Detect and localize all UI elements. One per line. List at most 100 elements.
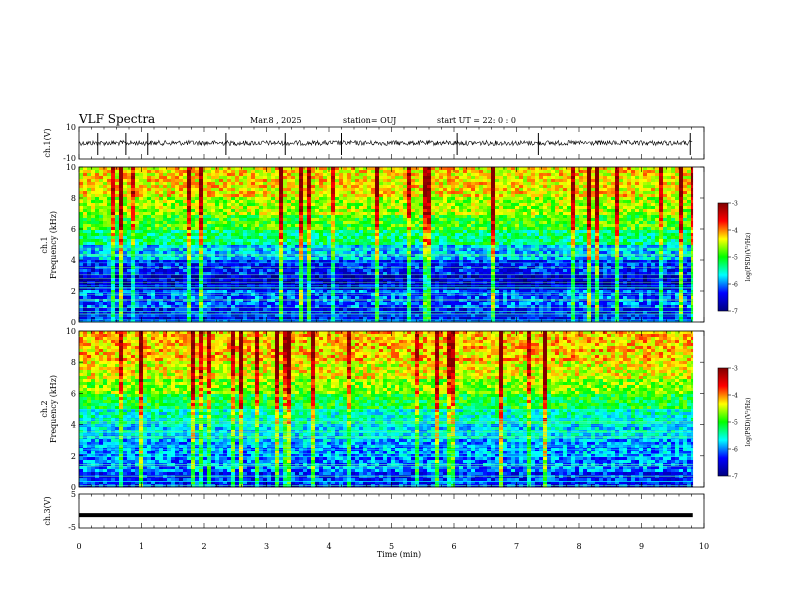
spectrogram-cell bbox=[203, 254, 208, 258]
spectrogram-cell bbox=[95, 230, 100, 234]
spectrogram-cell bbox=[363, 257, 368, 261]
spectrogram-cell bbox=[215, 182, 220, 186]
spectrogram-cell bbox=[247, 236, 252, 240]
spectrogram-cell bbox=[367, 209, 372, 213]
spectrogram-cell bbox=[227, 182, 232, 186]
spectrogram-cell bbox=[311, 287, 316, 291]
spectrogram-cell bbox=[235, 215, 240, 219]
spectrogram-cell bbox=[431, 308, 436, 312]
spectrogram-cell bbox=[251, 239, 256, 243]
spectrogram-cell bbox=[243, 233, 248, 237]
spectrogram-cell bbox=[159, 179, 164, 183]
spectrogram-cell bbox=[407, 203, 412, 207]
spectrogram-cell bbox=[367, 182, 372, 186]
spectrogram-cell bbox=[83, 314, 88, 318]
spectrogram-cell bbox=[151, 203, 156, 207]
spectrogram-cell bbox=[399, 251, 404, 255]
spectrogram-cell bbox=[291, 254, 296, 258]
spectrogram-cell bbox=[299, 170, 304, 174]
spectrogram-cell bbox=[407, 209, 412, 213]
spectrogram-cell bbox=[399, 212, 404, 216]
spectrogram-cell bbox=[227, 170, 232, 174]
spectrogram-cell bbox=[443, 224, 448, 228]
spectrogram-cell bbox=[215, 185, 220, 189]
spectrogram-cell bbox=[303, 182, 308, 186]
spectrogram-cell bbox=[291, 221, 296, 225]
spectrogram-cell bbox=[335, 173, 340, 177]
spectrogram-cell bbox=[347, 311, 352, 315]
spectrogram-cell bbox=[187, 257, 192, 261]
spectrogram-cell bbox=[387, 236, 392, 240]
spectrogram-cell bbox=[255, 173, 260, 177]
spectrogram-cell bbox=[355, 287, 360, 291]
spectrogram-cell bbox=[139, 209, 144, 213]
spectrogram-cell bbox=[123, 176, 128, 180]
spectrogram-cell bbox=[203, 185, 208, 189]
spectrogram-cell bbox=[147, 272, 152, 276]
spectrogram-cell bbox=[327, 269, 332, 273]
spectrogram-cell bbox=[123, 251, 128, 255]
spectrogram-cell bbox=[203, 179, 208, 183]
spectrogram-cell bbox=[383, 203, 388, 207]
spectrogram-cell bbox=[87, 197, 92, 201]
spectrogram-cell bbox=[135, 167, 140, 171]
spectrogram-cell bbox=[419, 266, 424, 270]
spectrogram-cell bbox=[387, 200, 392, 204]
spectrogram-cell bbox=[383, 242, 388, 246]
spectrogram-cell bbox=[383, 209, 388, 213]
spectrogram-cell bbox=[267, 182, 272, 186]
spectrogram-cell bbox=[271, 278, 276, 282]
spectrogram-cell bbox=[415, 197, 420, 201]
spectrogram-cell bbox=[319, 260, 324, 264]
spectrogram-cell bbox=[315, 212, 320, 216]
spectrogram-cell bbox=[303, 269, 308, 273]
spectrogram-cell bbox=[211, 242, 216, 246]
spectrogram-cell bbox=[199, 167, 204, 171]
spectrogram-cell bbox=[287, 245, 292, 249]
spectrogram-cell bbox=[175, 308, 180, 312]
spectrogram-cell bbox=[275, 200, 280, 204]
spectrogram-cell bbox=[339, 311, 344, 315]
spectrogram-cell bbox=[211, 278, 216, 282]
spectrogram-cell bbox=[83, 296, 88, 300]
spectrogram-cell bbox=[223, 263, 228, 267]
spectrogram-cell bbox=[283, 239, 288, 243]
spectrogram-cell bbox=[111, 176, 116, 180]
spectrogram-cell bbox=[327, 311, 332, 315]
spectrogram-cell bbox=[351, 206, 356, 210]
spectrogram-cell bbox=[167, 224, 172, 228]
spectrogram-cell bbox=[143, 254, 148, 258]
spectrogram-cell bbox=[95, 275, 100, 279]
spectrogram-cell bbox=[223, 308, 228, 312]
spectrogram-cell bbox=[343, 263, 348, 267]
spectrogram-cell bbox=[407, 221, 412, 225]
spectrogram-cell bbox=[223, 182, 228, 186]
spectrogram-cell bbox=[355, 248, 360, 252]
spectrogram-cell bbox=[323, 179, 328, 183]
spectrogram-cell bbox=[95, 233, 100, 237]
spectrogram-cell bbox=[383, 293, 388, 297]
spectrogram-cell bbox=[331, 176, 336, 180]
spectrogram-cell bbox=[123, 272, 128, 276]
spectrogram-cell bbox=[151, 200, 156, 204]
spectrogram-cell bbox=[327, 287, 332, 291]
spectrogram-cell bbox=[407, 308, 412, 312]
spectrogram-cell bbox=[307, 185, 312, 189]
spectrogram-cell bbox=[251, 266, 256, 270]
spectrogram-cell bbox=[415, 167, 420, 171]
spectrogram-cell bbox=[95, 308, 100, 312]
spectrogram-cell bbox=[247, 317, 252, 321]
spectrogram-cell bbox=[263, 173, 268, 177]
spectrogram-cell bbox=[431, 227, 436, 231]
spectrogram-cell bbox=[299, 305, 304, 309]
spectrogram-cell bbox=[107, 182, 112, 186]
spectrogram-cell bbox=[351, 230, 356, 234]
spectrogram-cell bbox=[223, 302, 228, 306]
spectrogram-cell bbox=[127, 182, 132, 186]
spectrogram-cell bbox=[247, 269, 252, 273]
spectrogram-cell bbox=[119, 278, 124, 282]
spectrogram-cell bbox=[183, 215, 188, 219]
spectrogram-cell bbox=[407, 290, 412, 294]
spectrogram-cell bbox=[111, 239, 116, 243]
spectrogram-cell bbox=[367, 203, 372, 207]
